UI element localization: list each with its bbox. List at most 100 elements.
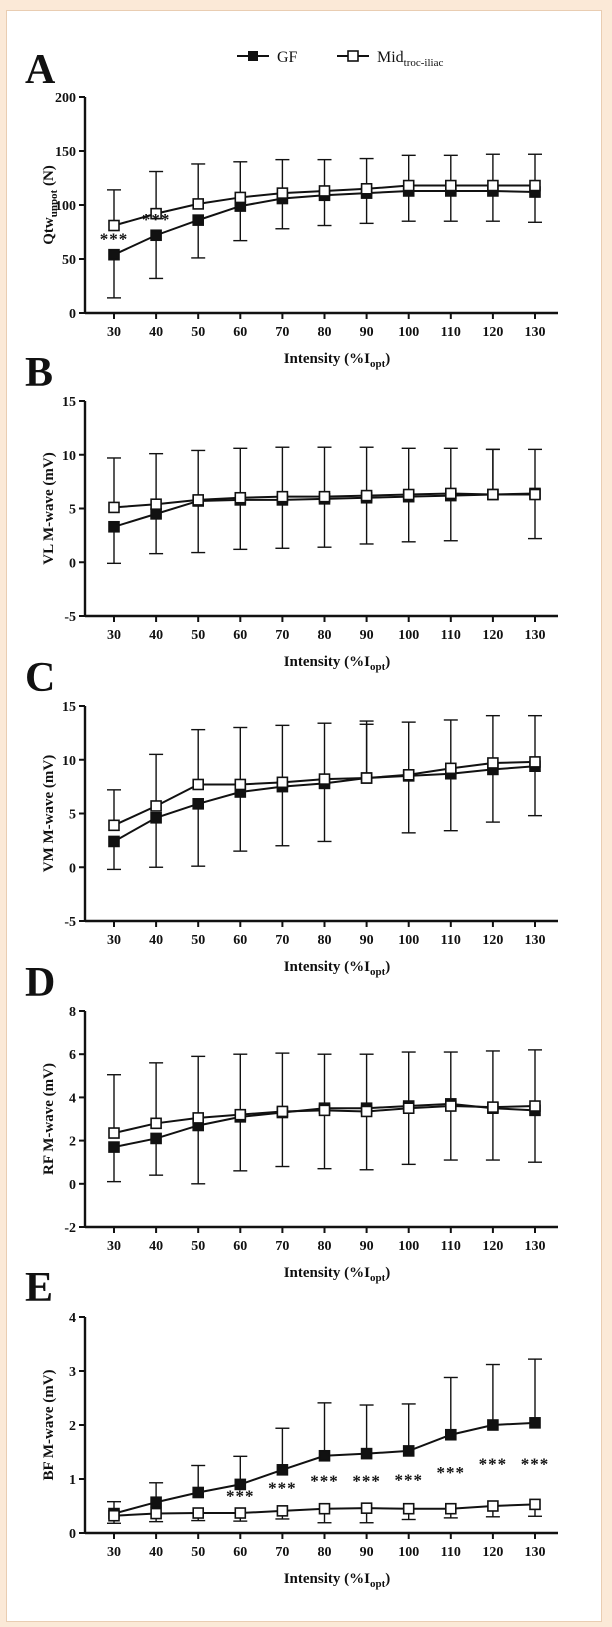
x-tick-label: 120 (482, 1545, 503, 1560)
data-point (529, 488, 541, 501)
data-point (444, 179, 457, 192)
data-point (108, 819, 120, 832)
x-axis-title-sub: opt (370, 1578, 386, 1590)
x-tick-label: 50 (191, 325, 205, 340)
panel-b: B -5 0 5 10 15 30 40 50 60 70 80 90 100 110 120 130 Inten… (25, 350, 558, 673)
x-axis-title-suffix: ) (385, 351, 390, 367)
x-axis-title-suffix: ) (385, 959, 390, 975)
y-tick-label: 3 (69, 1365, 76, 1380)
data-point (360, 489, 373, 502)
data-point (529, 1100, 541, 1112)
data-point (276, 490, 289, 503)
y-tick-label: 2 (69, 1419, 76, 1434)
x-tick-label: 40 (149, 1545, 163, 1560)
x-tick-label: 130 (525, 933, 546, 948)
data-point (192, 198, 204, 210)
y-axis-title-main: Qtw (41, 217, 57, 245)
x-tick-label: 100 (398, 933, 419, 948)
x-tick-label: 100 (398, 1545, 419, 1560)
series-gf (107, 185, 542, 299)
y-tick-label: 10 (62, 754, 76, 769)
data-point (192, 778, 204, 791)
data-point (150, 207, 162, 220)
x-tick-label: 100 (398, 628, 419, 643)
y-tick-label: 0 (69, 556, 76, 571)
x-axis-title-sub: opt (370, 358, 386, 370)
data-point (150, 1507, 162, 1520)
data-point (402, 179, 415, 192)
legend-gf-marker (248, 51, 258, 61)
y-tick-label: 5 (69, 503, 76, 518)
x-axis-title: Intensity (%Iopt) (284, 1265, 391, 1284)
y-tick-label: -5 (64, 915, 76, 930)
x-tick-label: 50 (191, 628, 205, 643)
significance-marker: *** (352, 1472, 381, 1491)
x-tick-label: 80 (318, 1239, 332, 1254)
x-tick-label: 70 (275, 628, 289, 643)
significance-marker: *** (437, 1463, 466, 1482)
data-point (360, 1105, 373, 1118)
panel-a: A 0 50 100 150 200 30 40 50 60 70 80 90 100 110 120 130 I… (25, 47, 558, 370)
data-point (360, 1447, 373, 1460)
x-tick-label: 80 (318, 933, 332, 948)
x-axis-title-main: Intensity (%I (284, 351, 370, 367)
x-tick-label: 120 (482, 1239, 503, 1254)
data-point (192, 1112, 204, 1124)
data-point (487, 488, 499, 501)
data-point (234, 1507, 247, 1519)
data-point (318, 490, 331, 503)
series-mid (107, 446, 542, 540)
series-mid (107, 1049, 542, 1171)
x-axis-title-sub: opt (370, 966, 386, 978)
x-axis-title-main: Intensity (%I (284, 1265, 370, 1281)
x-tick-label: 30 (107, 325, 121, 340)
y-tick-label: 15 (62, 395, 76, 410)
x-tick-label: 60 (233, 1239, 247, 1254)
x-tick-label: 120 (482, 933, 503, 948)
x-tick-label: 50 (191, 933, 205, 948)
x-tick-label: 80 (318, 325, 332, 340)
x-tick-label: 80 (318, 1545, 332, 1560)
data-point (192, 1507, 204, 1519)
data-point (150, 508, 162, 520)
significance-marker: *** (310, 1472, 339, 1491)
y-tick-label: 0 (69, 1178, 76, 1193)
data-point (444, 1502, 457, 1515)
x-tick-label: 30 (107, 933, 121, 948)
x-tick-label: 40 (149, 325, 163, 340)
x-tick-label: 30 (107, 1545, 121, 1560)
x-axis-title-suffix: ) (385, 654, 390, 670)
data-point (276, 776, 289, 789)
x-tick-label: 60 (233, 325, 247, 340)
data-point (318, 185, 331, 197)
x-axis-title-main: Intensity (%I (284, 1571, 370, 1587)
legend-mid-main: Mid (377, 49, 404, 66)
x-tick-label: 90 (360, 1545, 374, 1560)
data-point (360, 772, 373, 784)
x-axis-title-main: Intensity (%I (284, 959, 370, 975)
y-tick-label: 50 (62, 253, 76, 268)
data-point (108, 835, 120, 848)
data-point (487, 1500, 499, 1512)
y-tick-label: 4 (69, 1311, 76, 1326)
panel-letter: C (25, 655, 55, 701)
legend-mid-label: Midtroc-iliac (377, 49, 443, 69)
y-tick-label: 5 (69, 808, 76, 823)
data-point (108, 1509, 120, 1522)
panel-letter: E (25, 1265, 53, 1311)
y-axis-title-main: VM M-wave (mV) (41, 755, 57, 872)
significance-marker: *** (394, 1470, 423, 1489)
data-point (529, 179, 541, 192)
y-tick-label: 0 (69, 307, 76, 322)
data-point (192, 1486, 204, 1499)
x-tick-label: 70 (275, 1545, 289, 1560)
x-tick-label: 50 (191, 1545, 205, 1560)
data-point (192, 798, 204, 810)
y-tick-label: 8 (69, 1005, 76, 1020)
data-point (318, 773, 331, 785)
significance-marker: *** (479, 1454, 508, 1473)
x-tick-label: 110 (441, 628, 461, 643)
y-axis-title-main: VL M-wave (mV) (41, 452, 57, 564)
data-point (444, 1100, 457, 1112)
